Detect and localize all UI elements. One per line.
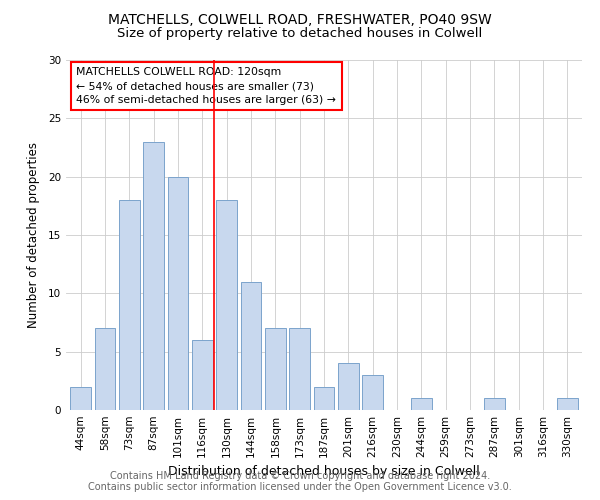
Bar (95, 328, 115, 410)
Bar (362, 375, 383, 410)
Bar (338, 364, 359, 410)
Y-axis label: Number of detached properties: Number of detached properties (26, 142, 40, 328)
Bar (411, 398, 432, 410)
Text: Size of property relative to detached houses in Colwell: Size of property relative to detached ho… (118, 28, 482, 40)
Bar (241, 282, 262, 410)
X-axis label: Distribution of detached houses by size in Colwell: Distribution of detached houses by size … (168, 466, 480, 478)
Bar (143, 142, 164, 410)
Bar (314, 386, 334, 410)
Text: Contains HM Land Registry data © Crown copyright and database right 2024.
Contai: Contains HM Land Registry data © Crown c… (88, 471, 512, 492)
Text: MATCHELLS COLWELL ROAD: 120sqm
← 54% of detached houses are smaller (73)
46% of : MATCHELLS COLWELL ROAD: 120sqm ← 54% of … (76, 67, 336, 105)
Bar (216, 200, 237, 410)
Bar (557, 398, 578, 410)
Bar (167, 176, 188, 410)
Bar (289, 328, 310, 410)
Bar (70, 386, 91, 410)
Bar (192, 340, 212, 410)
Bar (265, 328, 286, 410)
Bar (484, 398, 505, 410)
Bar (119, 200, 140, 410)
Text: MATCHELLS, COLWELL ROAD, FRESHWATER, PO40 9SW: MATCHELLS, COLWELL ROAD, FRESHWATER, PO4… (108, 12, 492, 26)
